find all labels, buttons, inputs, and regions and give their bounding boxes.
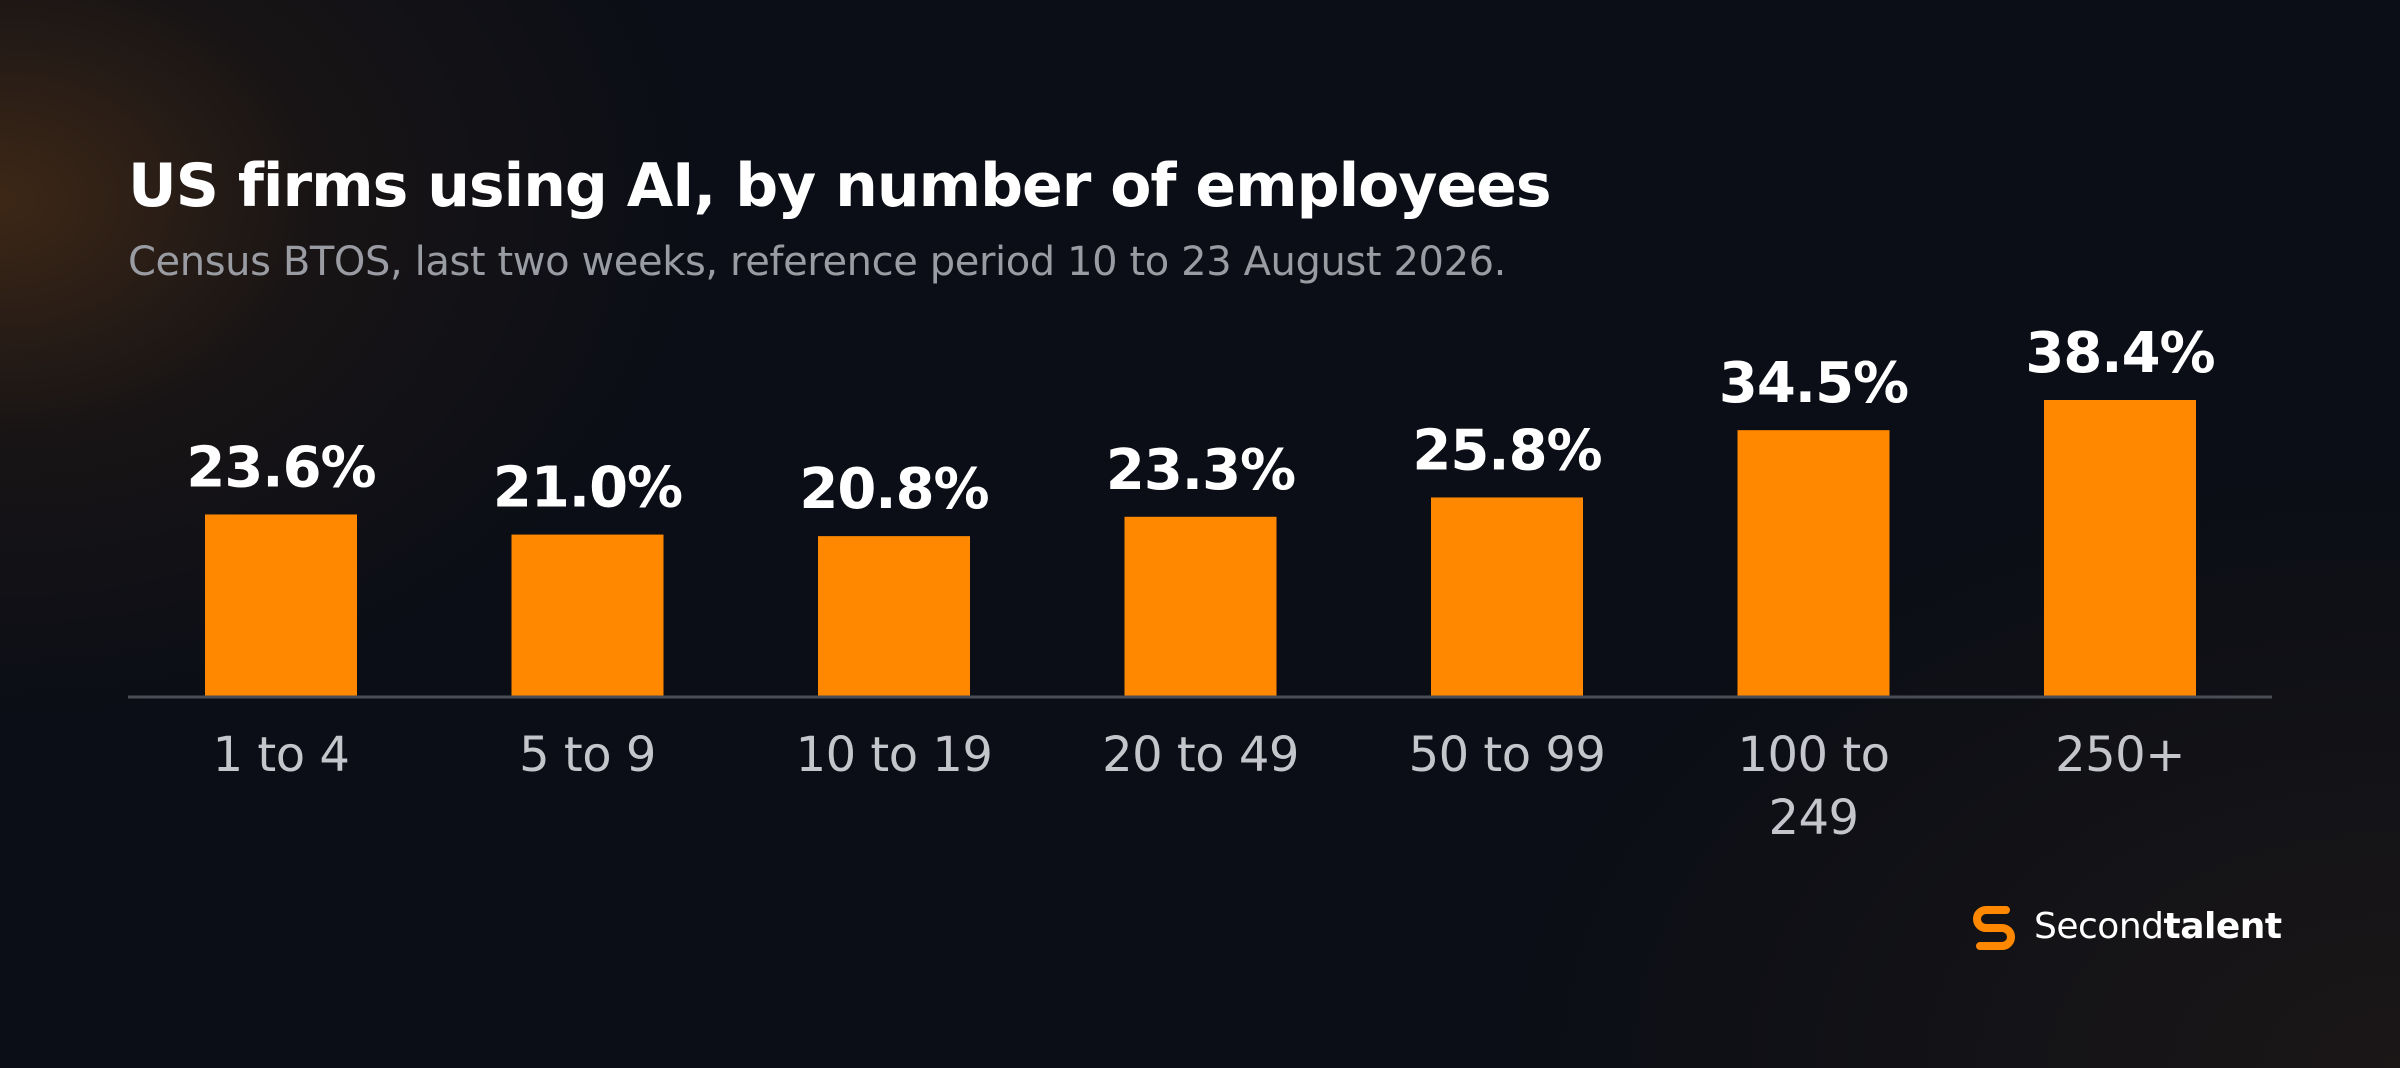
category-label-line: 1 to 4 xyxy=(213,727,350,783)
category-label-line: 249 xyxy=(1768,790,1858,846)
value-label-3: 20.8% xyxy=(799,457,988,522)
value-labels-group: 23.6% 21.0% 20.8% 23.3% 25.8% 34.5% 38.4% xyxy=(186,321,2215,522)
bar-3 xyxy=(818,536,970,697)
bars-group xyxy=(205,400,2196,697)
category-label-line: 5 to 9 xyxy=(519,727,656,783)
category-label-line: 20 to 49 xyxy=(1102,727,1299,783)
secondtalent-logo: Secondtalent xyxy=(1968,898,2282,954)
category-label-line: 250+ xyxy=(2055,727,2185,783)
category-label-line: 100 to xyxy=(1737,727,1889,783)
category-labels-group: 1 to 4 5 to 9 10 to 19 20 to 49 50 to 99 100 … xyxy=(213,727,2186,846)
bar-1 xyxy=(205,514,357,697)
category-label-line: 10 to 19 xyxy=(796,727,993,783)
logo-text-second: Second xyxy=(2034,905,2164,947)
category-label-4: 20 to 49 xyxy=(1102,727,1299,783)
value-label-5: 25.8% xyxy=(1412,418,1601,483)
bar-6 xyxy=(1737,430,1890,697)
category-label-2: 5 to 9 xyxy=(519,727,656,783)
value-label-1: 23.6% xyxy=(186,435,375,500)
bar-7 xyxy=(2044,400,2196,697)
bar-2 xyxy=(511,534,664,697)
value-label-7: 38.4% xyxy=(2025,321,2214,386)
category-label-line: 50 to 99 xyxy=(1409,727,1606,783)
category-label-6: 100 to 249 xyxy=(1737,727,1889,846)
value-label-2: 21.0% xyxy=(493,456,682,521)
logo-wordmark: Secondtalent xyxy=(2034,906,2282,947)
bar-5 xyxy=(1431,497,1583,697)
value-label-6: 34.5% xyxy=(1719,351,1908,416)
secondtalent-logo-icon xyxy=(1973,906,2015,950)
category-label-5: 50 to 99 xyxy=(1409,727,1606,783)
value-label-4: 23.3% xyxy=(1106,438,1295,503)
chart-subtitle: Census BTOS, last two weeks, reference p… xyxy=(128,239,1506,285)
logo-text-talent: talent xyxy=(2163,905,2283,947)
category-label-7: 250+ xyxy=(2055,727,2185,783)
bar-4 xyxy=(1124,516,1277,697)
category-label-3: 10 to 19 xyxy=(796,727,993,783)
chart-title: US firms using AI, by number of employee… xyxy=(128,151,1552,221)
category-label-1: 1 to 4 xyxy=(213,727,350,783)
